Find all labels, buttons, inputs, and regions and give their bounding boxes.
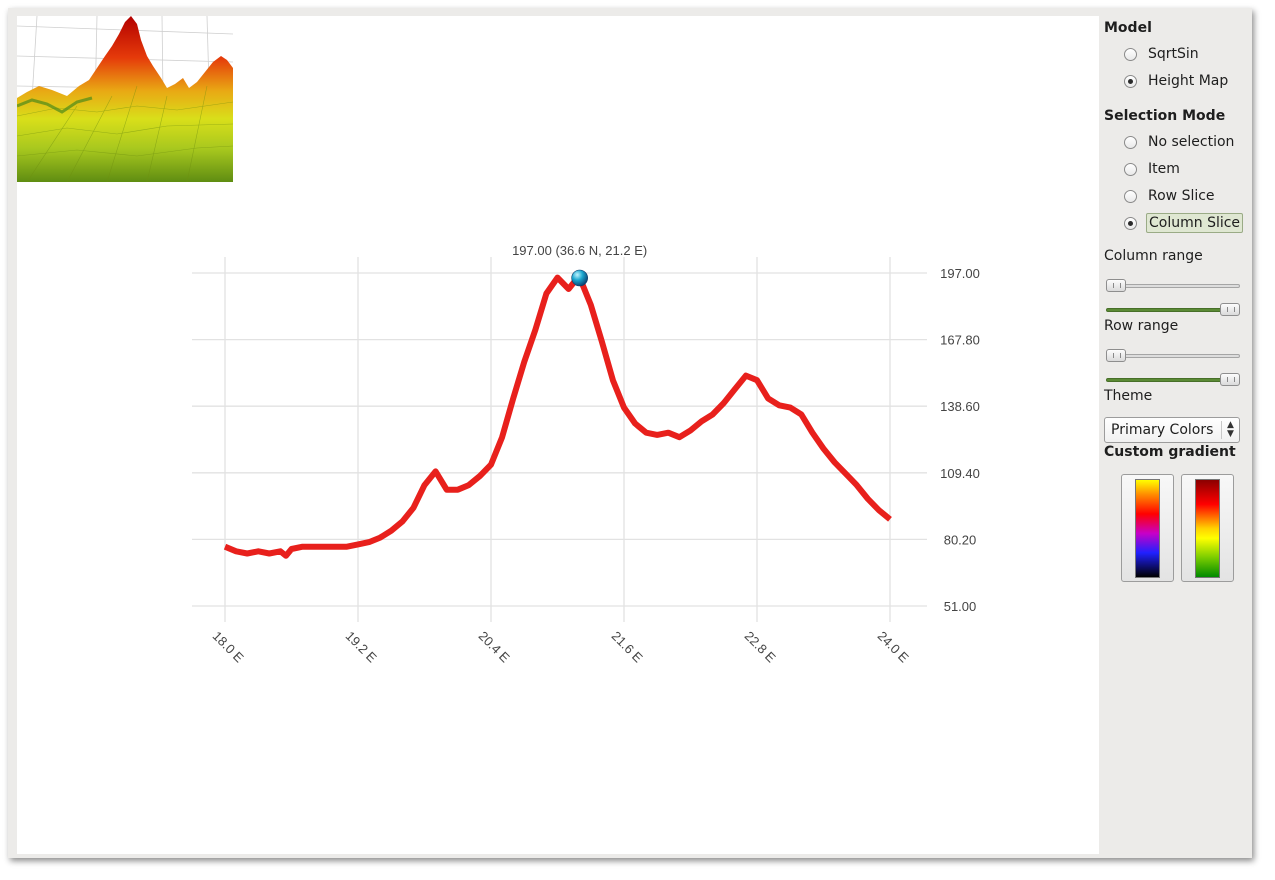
surface-3d-thumbnail [17,16,233,182]
radio-label: Column Slice [1146,213,1244,233]
radio-indicator [1124,189,1137,203]
row-range-min-slider[interactable] [1106,349,1240,363]
y-tick-label: 197.00 [940,266,980,281]
radio-indicator [1124,135,1137,149]
gradient-button-1[interactable] [1121,474,1174,582]
model-group-title: Model [1104,20,1152,36]
radio-label: Item [1148,161,1180,177]
theme-select-value: Primary Colors [1111,422,1214,438]
radio-indicator [1124,47,1137,61]
gradient-button-2[interactable] [1181,474,1234,582]
app-window: 197.00 167.80 138.60 109.40 80.20 51.00 18.0 … [8,8,1252,858]
theme-select[interactable]: Primary Colors ▲ ▼ [1104,417,1240,443]
theme-label: Theme [1104,388,1153,404]
y-tick-label: 138.60 [940,399,980,414]
x-tick-label: 24.0 E [875,628,912,665]
y-tick-label: 167.80 [940,333,980,348]
x-axis-tick-labels: 18.0 E 19.2 E 20.4 E 21.6 E 22.8 E 24.0 E [210,628,912,665]
slider-handle[interactable] [1220,303,1240,316]
selection-option-no-selection[interactable]: No selection [1124,132,1236,152]
x-tick-label: 21.6 E [609,628,646,665]
model-option-height-map[interactable]: Height Map [1124,71,1230,91]
gradient-swatch [1195,479,1220,578]
y-tick-label: 109.40 [940,466,980,481]
selection-option-column-slice[interactable]: Column Slice [1124,213,1244,233]
selection-option-row-slice[interactable]: Row Slice [1124,186,1217,206]
radio-label: SqrtSin [1148,46,1199,62]
x-tick-label: 19.2 E [343,628,380,665]
y-tick-label: 51.00 [944,599,977,614]
radio-label: Row Slice [1148,188,1215,204]
vertical-gridlines [224,257,891,622]
series-height-profile [223,274,892,559]
radio-indicator [1124,162,1137,176]
gradient-swatch [1135,479,1160,578]
row-range-max-slider[interactable] [1106,373,1240,387]
slider-groove [1106,284,1240,288]
selection-point [571,269,588,287]
x-tick-label: 20.4 E [476,628,513,665]
selection-marker-group: 197.00 (36.6 N, 21.2 E) [512,243,647,287]
selection-label: 197.00 (36.6 N, 21.2 E) [512,243,647,258]
y-axis-tick-labels: 197.00 167.80 138.60 109.40 80.20 51.00 [940,266,980,614]
custom-gradient-title: Custom gradient [1104,444,1236,460]
terrain-surface [17,16,233,182]
radio-label: No selection [1148,134,1235,150]
selection-mode-group-title: Selection Mode [1104,108,1226,124]
slider-handle[interactable] [1106,349,1126,362]
model-option-sqrtsin[interactable]: SqrtSin [1124,44,1201,64]
up-down-arrows-icon: ▲ ▼ [1221,421,1239,439]
column-range-min-slider[interactable] [1106,279,1240,293]
row-range-label: Row range [1104,318,1179,334]
radio-indicator [1124,216,1137,230]
column-slice-chart: 197.00 167.80 138.60 109.40 80.20 51.00 18.0 … [192,243,980,666]
horizontal-gridlines [192,272,927,607]
slider-groove [1106,354,1240,358]
surface-graph-view[interactable]: 197.00 167.80 138.60 109.40 80.20 51.00 18.0 … [17,16,1099,854]
column-range-label: Column range [1104,248,1203,264]
slider-handle[interactable] [1106,279,1126,292]
column-range-max-slider[interactable] [1106,303,1240,317]
slider-handle[interactable] [1220,373,1240,386]
selection-option-item[interactable]: Item [1124,159,1182,179]
series-line [223,274,892,559]
x-tick-label: 18.0 E [210,628,247,665]
y-tick-label: 80.20 [944,532,977,547]
radio-label: Height Map [1148,73,1229,89]
x-tick-label: 22.8 E [742,628,779,665]
radio-indicator [1124,74,1137,88]
